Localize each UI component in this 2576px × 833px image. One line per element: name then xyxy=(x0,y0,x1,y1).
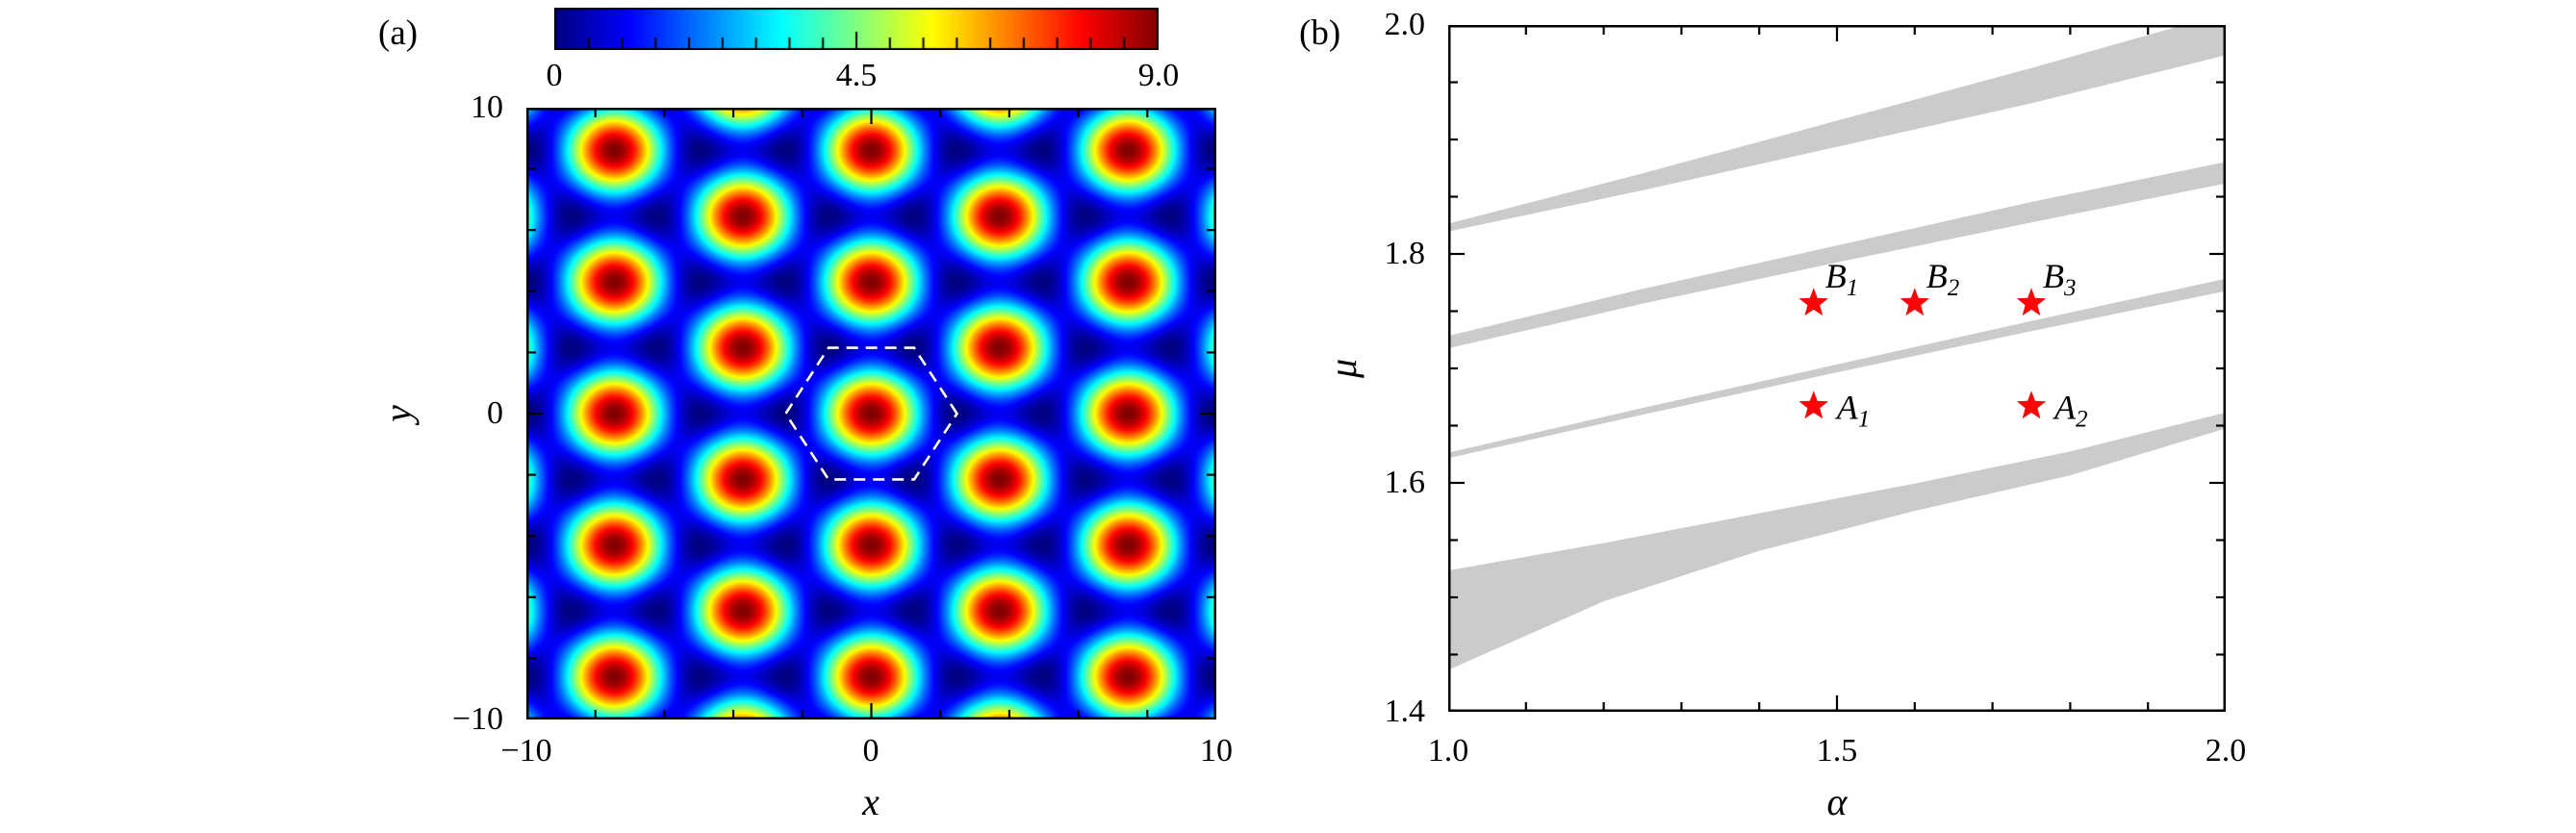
star-marker-B1 xyxy=(1798,288,1828,316)
panel-b-xlabel: α xyxy=(1826,780,1848,823)
star-marker-B3 xyxy=(2016,288,2047,316)
panel-b-y-tick-label-0: 2.0 xyxy=(1384,7,1426,42)
resonance-bands-group xyxy=(1448,25,2226,670)
panel-a-ylabel: y xyxy=(376,405,420,422)
panel-b-ylabel: μ xyxy=(1321,358,1365,379)
panel-a-y-tick-label-2: −10 xyxy=(451,701,503,737)
panel-b-x-tick-label-0: 1.0 xyxy=(1427,733,1469,769)
star-label-B1: B1 xyxy=(1825,257,1859,301)
unit-cell-hexagon xyxy=(783,346,959,481)
star-label-A2: A2 xyxy=(2053,388,2088,432)
panel-a-x-tick-label-2: 10 xyxy=(1200,733,1233,769)
colorbar-tick-label-2: 9.0 xyxy=(1137,58,1180,93)
panel-b-plot: B1 B2 B3 A1 A2 xyxy=(1448,25,2226,712)
panel-a-label: (a) xyxy=(378,13,419,53)
panel-a-xlabel: x xyxy=(862,780,880,823)
panel-a-y-tick-label-1: 0 xyxy=(487,395,503,431)
star-marker-A1 xyxy=(1798,391,1828,419)
colorbar-tick-label-1: 4.5 xyxy=(835,58,878,93)
panel-b-x-tick-label-2: 2.0 xyxy=(2205,733,2247,769)
resonance-tongue-4 xyxy=(1448,412,2226,670)
panel-b-y-tick-label-1: 1.8 xyxy=(1384,236,1426,271)
panel-a-x-tick-label-1: 0 xyxy=(862,733,880,769)
resonance-tongue-3 xyxy=(1448,278,2226,459)
panel-a-y-tick-label-0: 10 xyxy=(471,89,503,125)
axis-ticks xyxy=(526,108,1216,719)
colorbar-tick-label-0: 0 xyxy=(546,58,563,93)
panel-b-label: (b) xyxy=(1299,13,1341,53)
star-label-A1: A1 xyxy=(1835,388,1871,432)
axis-ticks xyxy=(1448,25,2226,712)
hexagonal-pattern-heatmap xyxy=(526,108,1216,719)
star-label-B3: B3 xyxy=(2043,257,2077,301)
panel-b-x-tick-label-1: 1.5 xyxy=(1816,733,1858,769)
star-label-B2: B2 xyxy=(1926,257,1960,301)
resonance-tongue-1 xyxy=(1448,25,2226,232)
panel-b-y-tick-label-3: 1.4 xyxy=(1384,694,1426,729)
star-marker-B2 xyxy=(1900,288,1929,316)
star-marker-A2 xyxy=(2016,391,2047,419)
panel-b-y-tick-label-2: 1.6 xyxy=(1384,465,1426,500)
axes-border xyxy=(526,108,1216,719)
panel-a-x-tick-label-0: −10 xyxy=(500,733,552,769)
panel-a-overlay xyxy=(526,108,1216,719)
axes-border xyxy=(1448,25,2226,712)
resonance-tongue-2 xyxy=(1448,162,2226,349)
colorbar xyxy=(554,8,1159,50)
